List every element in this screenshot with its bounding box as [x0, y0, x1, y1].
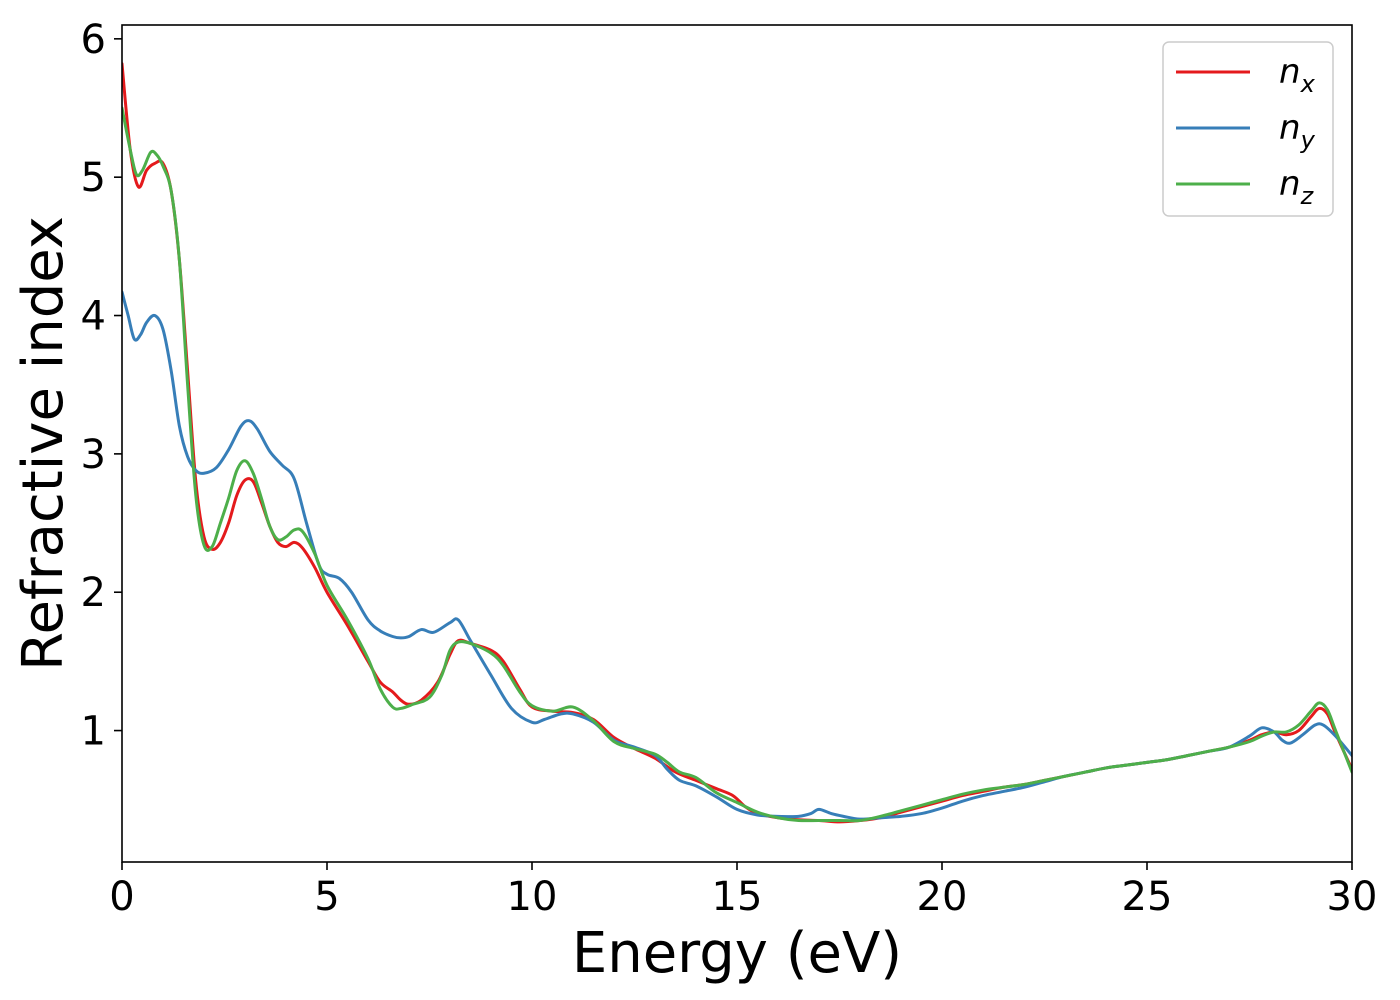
y-axis-title: Refractive index [11, 216, 76, 671]
series-layer [122, 62, 1352, 824]
y-tick-label: 1 [81, 709, 106, 755]
legend-label-nz: nz [1279, 164, 1315, 210]
y-tick-label: 5 [81, 155, 106, 201]
legend: nx ny nz [1162, 41, 1334, 217]
x-tick-label: 0 [109, 874, 134, 920]
y-tick-label: 2 [81, 570, 106, 616]
y-tick-label: 6 [81, 17, 106, 63]
legend-label-ny: ny [1279, 108, 1316, 154]
series-line-nz [122, 106, 1352, 823]
x-axis-title: Energy (eV) [572, 921, 902, 986]
x-tick-label: 15 [712, 874, 763, 920]
y-tick-label: 3 [81, 432, 106, 478]
x-tick-label: 20 [917, 874, 968, 920]
x-tick-label: 10 [507, 874, 558, 920]
ticks-layer: 0 5 10 15 20 25 30 1 2 3 4 5 6 [81, 17, 1378, 920]
y-tick-label: 4 [81, 294, 106, 340]
x-tick-label: 25 [1122, 874, 1173, 920]
x-tick-label: 5 [314, 874, 339, 920]
x-tick-label: 30 [1327, 874, 1378, 920]
legend-label-nx: nx [1279, 52, 1316, 98]
